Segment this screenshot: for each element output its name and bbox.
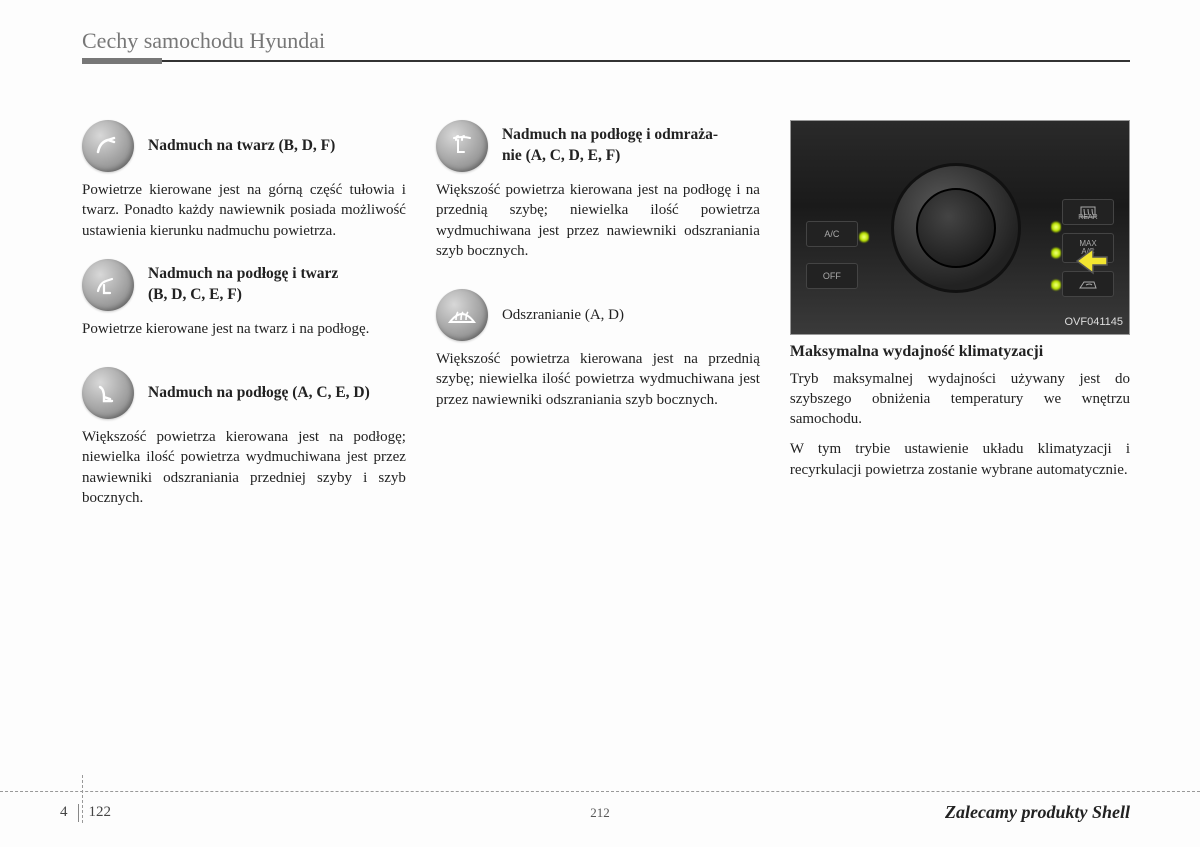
- led-indicator: [1051, 279, 1061, 291]
- mode-face-floor-body: Powietrze kierowane jest na twarz i na p…: [82, 319, 406, 339]
- content-area: Nadmuch na twarz (B, D, F) Powietrze kie…: [82, 120, 1130, 526]
- max-ac-p1: Tryb maksymalnej wydajności używany jest…: [790, 369, 1130, 430]
- page-number-center: 212: [590, 805, 610, 821]
- mode-floor: Nadmuch na podłogę (A, C, E, D) Większoś…: [82, 367, 406, 508]
- footer-vline: [82, 775, 83, 823]
- mode-defrost: Odszranianie (A, D) Większość powietrza …: [436, 289, 760, 410]
- column-3: A/C OFF REAR MAXA/C OVF041145 Ma: [790, 120, 1130, 526]
- mode-floor-defrost-body: Większość powietrza kierowana jest na po…: [436, 180, 760, 261]
- photo-reference-code: OVF041145: [1064, 315, 1123, 330]
- max-ac-p2: W tym trybie ustawienie układu klimatyza…: [790, 439, 1130, 480]
- mode-floor-body: Większość powietrza kierowana jest na po…: [82, 427, 406, 508]
- mode-defrost-body: Większość powietrza kierowana jest na pr…: [436, 349, 760, 410]
- header-title: Cechy samochodu Hyundai: [82, 28, 1130, 56]
- footer-slogan: Zalecamy produkty Shell: [945, 802, 1130, 823]
- mode-floor-defrost-title: Nadmuch na podłogę i odmraża- nie (A, C,…: [502, 125, 718, 167]
- mode-face-floor: Nadmuch na podłogę i twarz (B, D, C, E, …: [82, 259, 406, 339]
- climate-control-photo: A/C OFF REAR MAXA/C OVF041145: [790, 120, 1130, 335]
- mode-floor-title: Nadmuch na podłogę (A, C, E, D): [148, 383, 370, 404]
- rear-defrost-button: REAR: [1062, 199, 1114, 225]
- column-1: Nadmuch na twarz (B, D, F) Powietrze kie…: [82, 120, 406, 526]
- ac-button: A/C: [806, 221, 858, 247]
- off-button: OFF: [806, 263, 858, 289]
- led-indicator: [1051, 247, 1061, 259]
- led-indicator: [1051, 221, 1061, 233]
- face-vent-icon: [82, 120, 134, 172]
- page-footer: 4 122 212 Zalecamy produkty Shell: [0, 791, 1200, 823]
- mode-face-title: Nadmuch na twarz (B, D, F): [148, 136, 335, 157]
- page-number-left: 4 122: [60, 804, 111, 822]
- page-header: Cechy samochodu Hyundai: [82, 28, 1130, 62]
- header-rule: [82, 60, 1130, 62]
- led-indicator: [859, 231, 869, 243]
- mode-face: Nadmuch na twarz (B, D, F) Powietrze kie…: [82, 120, 406, 241]
- mode-defrost-title: Odszranianie (A, D): [502, 305, 624, 325]
- defrost-icon: [436, 289, 488, 341]
- column-2: Nadmuch na podłogę i odmraża- nie (A, C,…: [436, 120, 760, 526]
- callout-arrow-icon: [1071, 243, 1117, 285]
- mode-face-floor-title: Nadmuch na podłogę i twarz (B, D, C, E, …: [148, 264, 338, 306]
- mode-dial: [891, 163, 1021, 293]
- floor-vent-icon: [82, 367, 134, 419]
- face-floor-vent-icon: [82, 259, 134, 311]
- max-ac-title: Maksymalna wydajność klimatyzacji: [790, 341, 1130, 363]
- mode-floor-defrost: Nadmuch na podłogę i odmraża- nie (A, C,…: [436, 120, 760, 261]
- floor-defrost-icon: [436, 120, 488, 172]
- mode-face-body: Powietrze kierowane jest na górną część …: [82, 180, 406, 241]
